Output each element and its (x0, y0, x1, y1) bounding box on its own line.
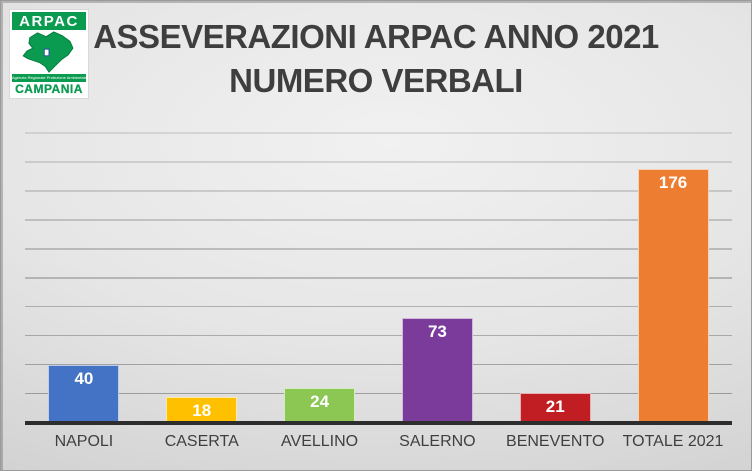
arpac-logo: ARPAC Agenzia Regionale Protezione Ambie… (9, 9, 89, 99)
gridline-180 (25, 161, 732, 163)
gridline-100 (25, 276, 732, 279)
bar-value-label: 24 (310, 392, 330, 412)
plot-area: 40 18 24 73 21 176 (25, 132, 732, 423)
x-axis-line (25, 421, 732, 425)
category-label-benevento: BENEVENTO (506, 433, 605, 450)
category-label-avellino: AVELLINO (281, 433, 359, 450)
gridline-200 (25, 132, 732, 134)
category-label-totale-2021: TOTALE 2021 (622, 433, 724, 450)
gridline-60 (25, 334, 732, 337)
gridline-40 (25, 363, 732, 366)
arpac-logo-title: ARPAC (12, 12, 86, 31)
bar-value-label: 176 (658, 172, 688, 192)
category-label-caserta: CASERTA (164, 433, 239, 450)
gridline-80 (25, 305, 732, 308)
gridline-120 (25, 248, 732, 250)
category-axis: NAPOLI CASERTA AVELLINO SALERNO BENEVENTO TOT… (25, 433, 732, 455)
bar-value-label: 73 (427, 321, 447, 341)
bar-totale-2021: 176 (637, 168, 709, 423)
bar-napoli: 40 (48, 365, 120, 423)
arpac-region-label: CAMPANIA (15, 82, 83, 96)
category-label-napoli: NAPOLI (54, 433, 114, 450)
bar-value-label: 40 (74, 369, 94, 389)
bar-caserta: 18 (166, 397, 238, 423)
chart-title: ASSEVERAZIONI ARPAC ANNO 2021 NUMERO VER… (1, 15, 751, 103)
arpac-agency-line: Agenzia Regionale Protezione Ambientale (12, 74, 86, 82)
gridline-140 (25, 219, 732, 221)
bar-value-label: 18 (192, 401, 212, 420)
gridline-20 (25, 392, 732, 395)
category-label-salerno: SALERNO (399, 433, 476, 450)
chart-title-line1: ASSEVERAZIONI ARPAC ANNO 2021 (93, 18, 659, 55)
campania-map-icon (12, 30, 86, 74)
bar-value-label: 21 (545, 396, 565, 416)
gridline-160 (25, 190, 732, 192)
bar-salerno: 73 (401, 317, 473, 423)
bar-avellino: 24 (284, 388, 356, 423)
bar-benevento: 21 (519, 392, 591, 423)
chart-title-line2: NUMERO VERBALI (229, 62, 523, 99)
